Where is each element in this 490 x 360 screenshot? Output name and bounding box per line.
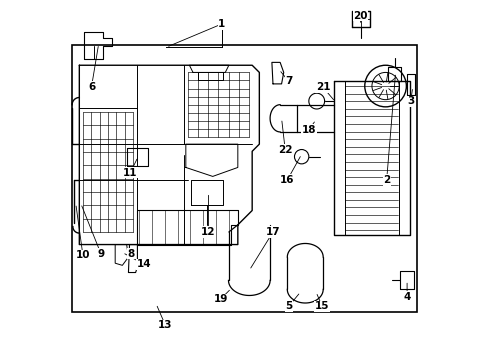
Text: 12: 12 [201,227,216,237]
Text: 14: 14 [137,259,151,269]
Text: 11: 11 [123,168,138,178]
Text: 5: 5 [285,301,293,311]
Text: 10: 10 [75,250,90,260]
Text: 1: 1 [218,19,225,29]
Text: 9: 9 [98,248,104,258]
Text: 13: 13 [158,320,172,330]
Text: 7: 7 [285,76,293,86]
Text: 15: 15 [315,301,329,311]
Text: 18: 18 [301,125,316,135]
Text: 17: 17 [266,227,280,237]
Text: 16: 16 [280,175,294,185]
Text: 22: 22 [278,144,293,154]
Text: 21: 21 [316,82,330,93]
Text: 3: 3 [407,96,415,106]
Text: 19: 19 [214,294,228,304]
Bar [72,45,417,312]
Text: 6: 6 [88,82,95,92]
Text: 20: 20 [353,11,368,21]
Text: 4: 4 [403,292,411,302]
Text: 8: 8 [127,248,135,258]
Text: 2: 2 [383,175,390,185]
